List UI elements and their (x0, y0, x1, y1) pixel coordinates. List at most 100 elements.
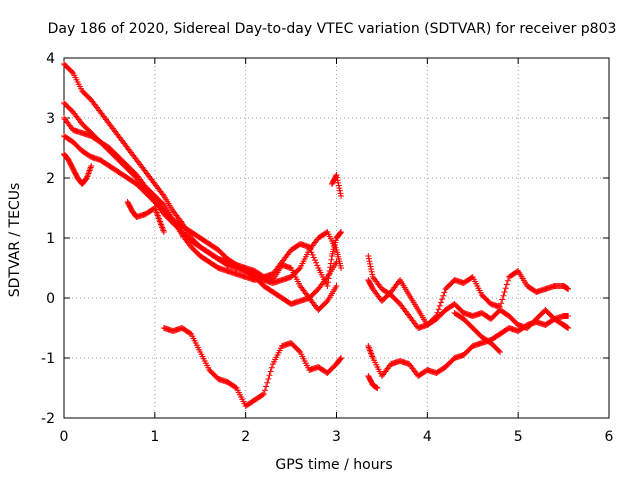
x-tick-label: 6 (605, 429, 614, 445)
data-point (338, 355, 345, 361)
data-point (88, 163, 95, 169)
data-point-interp (368, 266, 375, 273)
data-layer (61, 61, 572, 409)
data-point-interp (263, 383, 270, 390)
series-track-5 (61, 151, 95, 187)
y-tick-label: 3 (46, 111, 55, 127)
data-point-interp (336, 187, 343, 194)
data-point-interp (499, 296, 506, 303)
data-point-interp (266, 372, 273, 379)
data-point (338, 265, 345, 271)
x-axis-label: GPS time / hours (275, 457, 392, 473)
data-point (565, 313, 572, 319)
data-point-interp (307, 246, 314, 253)
data-point-interp (309, 251, 316, 258)
data-point-interp (365, 255, 372, 262)
data-point-interp (436, 302, 443, 309)
data-point-interp (335, 182, 342, 189)
series-track-6 (124, 199, 167, 235)
data-point-interp (336, 185, 343, 192)
data-point-interp (500, 292, 507, 299)
y-tick-label: 0 (46, 291, 55, 307)
data-point-interp (366, 260, 373, 267)
x-tick-label: 0 (60, 429, 69, 445)
x-tick-label: 3 (332, 429, 341, 445)
data-point-interp (334, 174, 341, 181)
series-track-8 (160, 325, 345, 409)
y-tick-label: -1 (41, 351, 55, 367)
data-point-interp (335, 179, 342, 186)
data-point (338, 193, 345, 199)
y-tick-label: -2 (41, 411, 55, 427)
data-point-interp (437, 299, 444, 306)
data-point-interp (311, 257, 318, 264)
data-point-interp (502, 285, 509, 292)
data-point-interp (296, 266, 303, 273)
data-point (160, 229, 167, 235)
data-point-interp (495, 347, 502, 354)
series-track-13 (451, 310, 503, 355)
data-point-interp (366, 258, 373, 265)
data-point-interp (267, 368, 274, 375)
data-point-interp (314, 262, 321, 269)
data-point (324, 283, 331, 289)
x-tick-label: 4 (423, 429, 432, 445)
series-track-7 (328, 172, 345, 199)
x-tick-label: 5 (514, 429, 523, 445)
data-point (497, 304, 503, 310)
data-point-interp (264, 379, 271, 386)
data-point-interp (313, 259, 320, 266)
data-point-interp (503, 281, 510, 288)
data-point-interp (268, 364, 275, 371)
data-point-interp (337, 190, 344, 197)
data-point-interp (498, 300, 505, 307)
data-point (333, 172, 340, 178)
y-tick-label: 2 (46, 171, 55, 187)
x-tick-label: 2 (241, 429, 250, 445)
ticks-layer: 0 1 2 3 4 5 6 -2 -1 0 1 2 3 4 (41, 51, 614, 445)
data-point (365, 253, 372, 259)
data-point-interp (369, 271, 376, 278)
data-point (260, 391, 267, 397)
data-point-interp (334, 177, 341, 184)
data-point (333, 259, 340, 265)
data-point-interp (504, 277, 511, 284)
data-point (497, 349, 503, 355)
data-point-interp (265, 376, 272, 382)
data-point-interp (337, 355, 344, 362)
data-point-interp (259, 391, 266, 398)
data-point-interp (68, 68, 75, 75)
data-point-interp (310, 254, 317, 261)
data-point-interp (328, 256, 335, 263)
data-point-interp (367, 263, 374, 270)
series-track-2 (61, 100, 345, 289)
data-point-interp (261, 387, 268, 394)
data-point (306, 244, 313, 250)
data-point-interp (435, 306, 442, 313)
data-point-interp (296, 347, 303, 354)
series-track-4 (61, 133, 340, 307)
series-track-3 (61, 115, 340, 313)
chart-title: Day 186 of 2020, Sidereal Day-to-day VTE… (48, 21, 617, 37)
series-track-12 (365, 373, 381, 391)
x-tick-label: 1 (150, 429, 159, 445)
data-point (374, 385, 381, 391)
data-point-interp (440, 292, 447, 299)
data-point-interp (308, 249, 315, 256)
data-point (433, 313, 440, 319)
data-point-interp (441, 289, 448, 296)
data-point-interp (432, 314, 439, 321)
y-axis-label: SDTVAR / TECUs (7, 183, 23, 298)
series-track-10 (365, 268, 572, 328)
data-point-interp (501, 289, 508, 295)
series-track-1 (61, 61, 345, 286)
y-tick-label: 4 (46, 51, 55, 67)
data-point (565, 325, 572, 331)
data-point-interp (434, 309, 441, 316)
y-tick-label: 1 (46, 231, 55, 247)
data-point (565, 286, 572, 292)
data-point (333, 283, 340, 289)
data-point (338, 229, 345, 235)
data-point-interp (368, 268, 375, 275)
